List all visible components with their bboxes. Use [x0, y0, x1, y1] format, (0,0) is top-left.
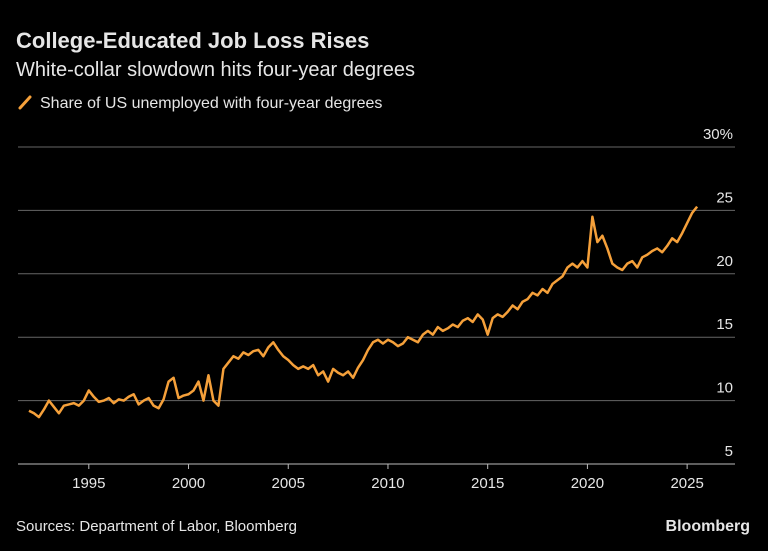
source-note: Sources: Department of Labor, Bloomberg — [16, 518, 297, 535]
y-tick-label: 20 — [716, 253, 733, 270]
x-tick-label: 1995 — [72, 475, 105, 492]
chart-subtitle: White-collar slowdown hits four-year deg… — [16, 59, 415, 81]
legend-swatch — [18, 95, 32, 110]
brand: Bloomberg — [666, 518, 750, 535]
legend-label: Share of US unemployed with four-year de… — [40, 95, 382, 112]
y-tick-label: 5 — [725, 443, 733, 460]
x-tick-label: 2020 — [571, 475, 604, 492]
x-tick-label: 2015 — [471, 475, 504, 492]
x-tick-label: 2005 — [272, 475, 305, 492]
x-tick-label: 2000 — [172, 475, 205, 492]
x-tick-label: 2025 — [670, 475, 703, 492]
y-tick-label: 25 — [716, 189, 733, 206]
x-tick-label: 2010 — [371, 475, 404, 492]
y-tick-label: 10 — [716, 380, 733, 397]
chart-title: College-Educated Job Loss Rises — [16, 28, 369, 53]
y-tick-label: 30% — [703, 126, 733, 143]
y-tick-label: 15 — [716, 316, 733, 333]
data-line — [28, 205, 699, 419]
